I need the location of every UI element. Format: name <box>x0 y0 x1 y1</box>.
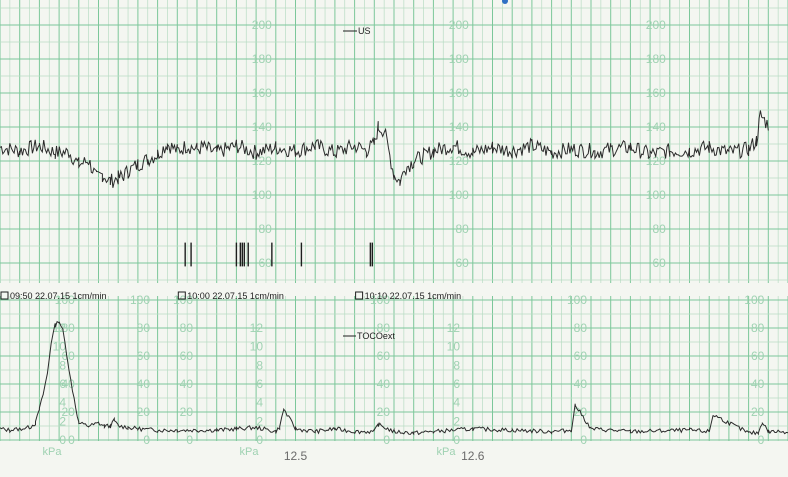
traces <box>0 110 788 436</box>
fhr-tick-label: 160 <box>646 86 666 100</box>
fhr-tick-label: 160 <box>449 86 469 100</box>
fhr-series-line <box>0 110 769 188</box>
kpa-tick-label: 6 <box>256 377 263 391</box>
kpa-tick-label: 10 <box>250 340 264 354</box>
fhr-tick-label: 80 <box>455 222 469 236</box>
kpa-tick-label: 10 <box>447 340 461 354</box>
kpa-tick-label: 0 <box>59 433 66 447</box>
kpa-unit-label: kPa <box>437 446 457 458</box>
toco-tick-label: 60 <box>180 349 194 363</box>
kpa-tick-label: 4 <box>256 396 263 410</box>
toco-tick-label: 60 <box>137 349 151 363</box>
fhr-tick-label: 160 <box>252 86 272 100</box>
toco-tick-label: 80 <box>61 321 75 335</box>
kpa-tick-label: 8 <box>256 358 263 372</box>
kpa-tick-label: 12 <box>447 321 461 335</box>
fhr-tick-label: 120 <box>449 154 469 168</box>
fhr-tick-label: 80 <box>652 222 666 236</box>
fhr-tick-label: 100 <box>252 188 272 202</box>
toco-tick-label: 20 <box>180 405 194 419</box>
toco-tick-label: 40 <box>751 377 765 391</box>
kpa-tick-label: 6 <box>453 377 460 391</box>
timestamp-box-icon <box>177 291 186 300</box>
fhr-tick-label: 100 <box>646 188 666 202</box>
toco-tick-label: 100 <box>567 293 587 307</box>
kpa-tick-label: 12 <box>250 321 264 335</box>
toco-tick-label: 80 <box>751 321 765 335</box>
fhr-tick-label: 80 <box>258 222 272 236</box>
kpa-tick-label: 6 <box>59 377 66 391</box>
toco-tick-label: 100 <box>744 293 764 307</box>
fhr-tick-label: 200 <box>646 18 666 32</box>
event-markers <box>184 242 374 267</box>
toco-tick-label: 80 <box>137 321 151 335</box>
kpa-tick-label: 4 <box>453 396 460 410</box>
toco-tick-label: 0 <box>383 433 390 447</box>
toco-tick-label: 0 <box>143 433 150 447</box>
timestamp-header: 10:10 22.07.15 1cm/min <box>365 291 462 301</box>
page-number: 12.5 <box>284 449 308 463</box>
timestamp-box-icon <box>355 291 364 300</box>
toco-tick-label: 0 <box>580 433 587 447</box>
toco-tick-label: 40 <box>377 377 391 391</box>
fhr-tick-label: 60 <box>455 256 469 270</box>
toco-tick-label: 20 <box>137 405 151 419</box>
toco-tick-label: 60 <box>751 349 765 363</box>
kpa-tick-label: 8 <box>453 358 460 372</box>
toco-tick-label: 60 <box>61 349 75 363</box>
timestamp-box-icon <box>0 291 9 300</box>
toco-series-line <box>0 320 788 436</box>
legend-tocoext: TOCOext <box>357 331 395 341</box>
kpa-unit-label: kPa <box>43 446 63 458</box>
fhr-tick-label: 180 <box>449 52 469 66</box>
toco-tick-label: 100 <box>130 293 150 307</box>
toco-tick-label: 0 <box>68 433 75 447</box>
toco-tick-label: 60 <box>574 349 588 363</box>
toco-tick-label: 20 <box>377 405 391 419</box>
page-number: 12.6 <box>461 449 485 463</box>
toco-tick-label: 100 <box>55 293 75 307</box>
kpa-tick-label: 0 <box>256 433 263 447</box>
fhr-tick-label: 120 <box>252 154 272 168</box>
grid <box>0 0 788 441</box>
toco-tick-label: 0 <box>758 433 765 447</box>
fhr-tick-label: 60 <box>258 256 272 270</box>
fhr-tick-label: 200 <box>449 18 469 32</box>
kpa-tick-label: 4 <box>59 396 66 410</box>
toco-tick-label: 100 <box>370 293 390 307</box>
kpa-tick-label: 2 <box>453 414 460 428</box>
kpa-tick-label: 2 <box>256 414 263 428</box>
kpa-tick-label: 0 <box>453 433 460 447</box>
edge-dot <box>502 0 508 4</box>
kpa-unit-label: kPa <box>240 446 260 458</box>
legend-us: US <box>358 26 371 36</box>
kpa-tick-label: 2 <box>59 414 66 428</box>
toco-tick-label: 40 <box>137 377 151 391</box>
fhr-tick-label: 140 <box>449 120 469 134</box>
toco-tick-label: 80 <box>377 321 391 335</box>
fhr-tick-label: 120 <box>646 154 666 168</box>
fhr-tick-label: 140 <box>646 120 666 134</box>
kpa-tick-label: 10 <box>53 340 67 354</box>
fhr-tick-label: 100 <box>449 188 469 202</box>
toco-tick-label: 20 <box>751 405 765 419</box>
toco-tick-label: 80 <box>180 321 194 335</box>
timestamp-header: 09:50 22.07.15 1cm/min <box>10 291 107 301</box>
axis-labels: 6080100120140160180200608010012014016018… <box>43 18 765 458</box>
fhr-tick-label: 60 <box>652 256 666 270</box>
fhr-tick-label: 180 <box>252 52 272 66</box>
toco-tick-label: 0 <box>186 433 193 447</box>
toco-tick-label: 60 <box>377 349 391 363</box>
timestamp-header: 10:00 22.07.15 1cm/min <box>187 291 284 301</box>
toco-tick-label: 40 <box>574 377 588 391</box>
toco-tick-label: 20 <box>61 405 75 419</box>
fhr-tick-label: 200 <box>252 18 272 32</box>
toco-tick-label: 80 <box>574 321 588 335</box>
kpa-tick-label: 8 <box>59 358 66 372</box>
printed-text: US TOCOext 09:50 22.07.15 1cm/min 10:00 22.… <box>0 0 508 463</box>
fhr-tick-label: 140 <box>252 120 272 134</box>
toco-tick-label: 40 <box>180 377 194 391</box>
fhr-tick-label: 180 <box>646 52 666 66</box>
